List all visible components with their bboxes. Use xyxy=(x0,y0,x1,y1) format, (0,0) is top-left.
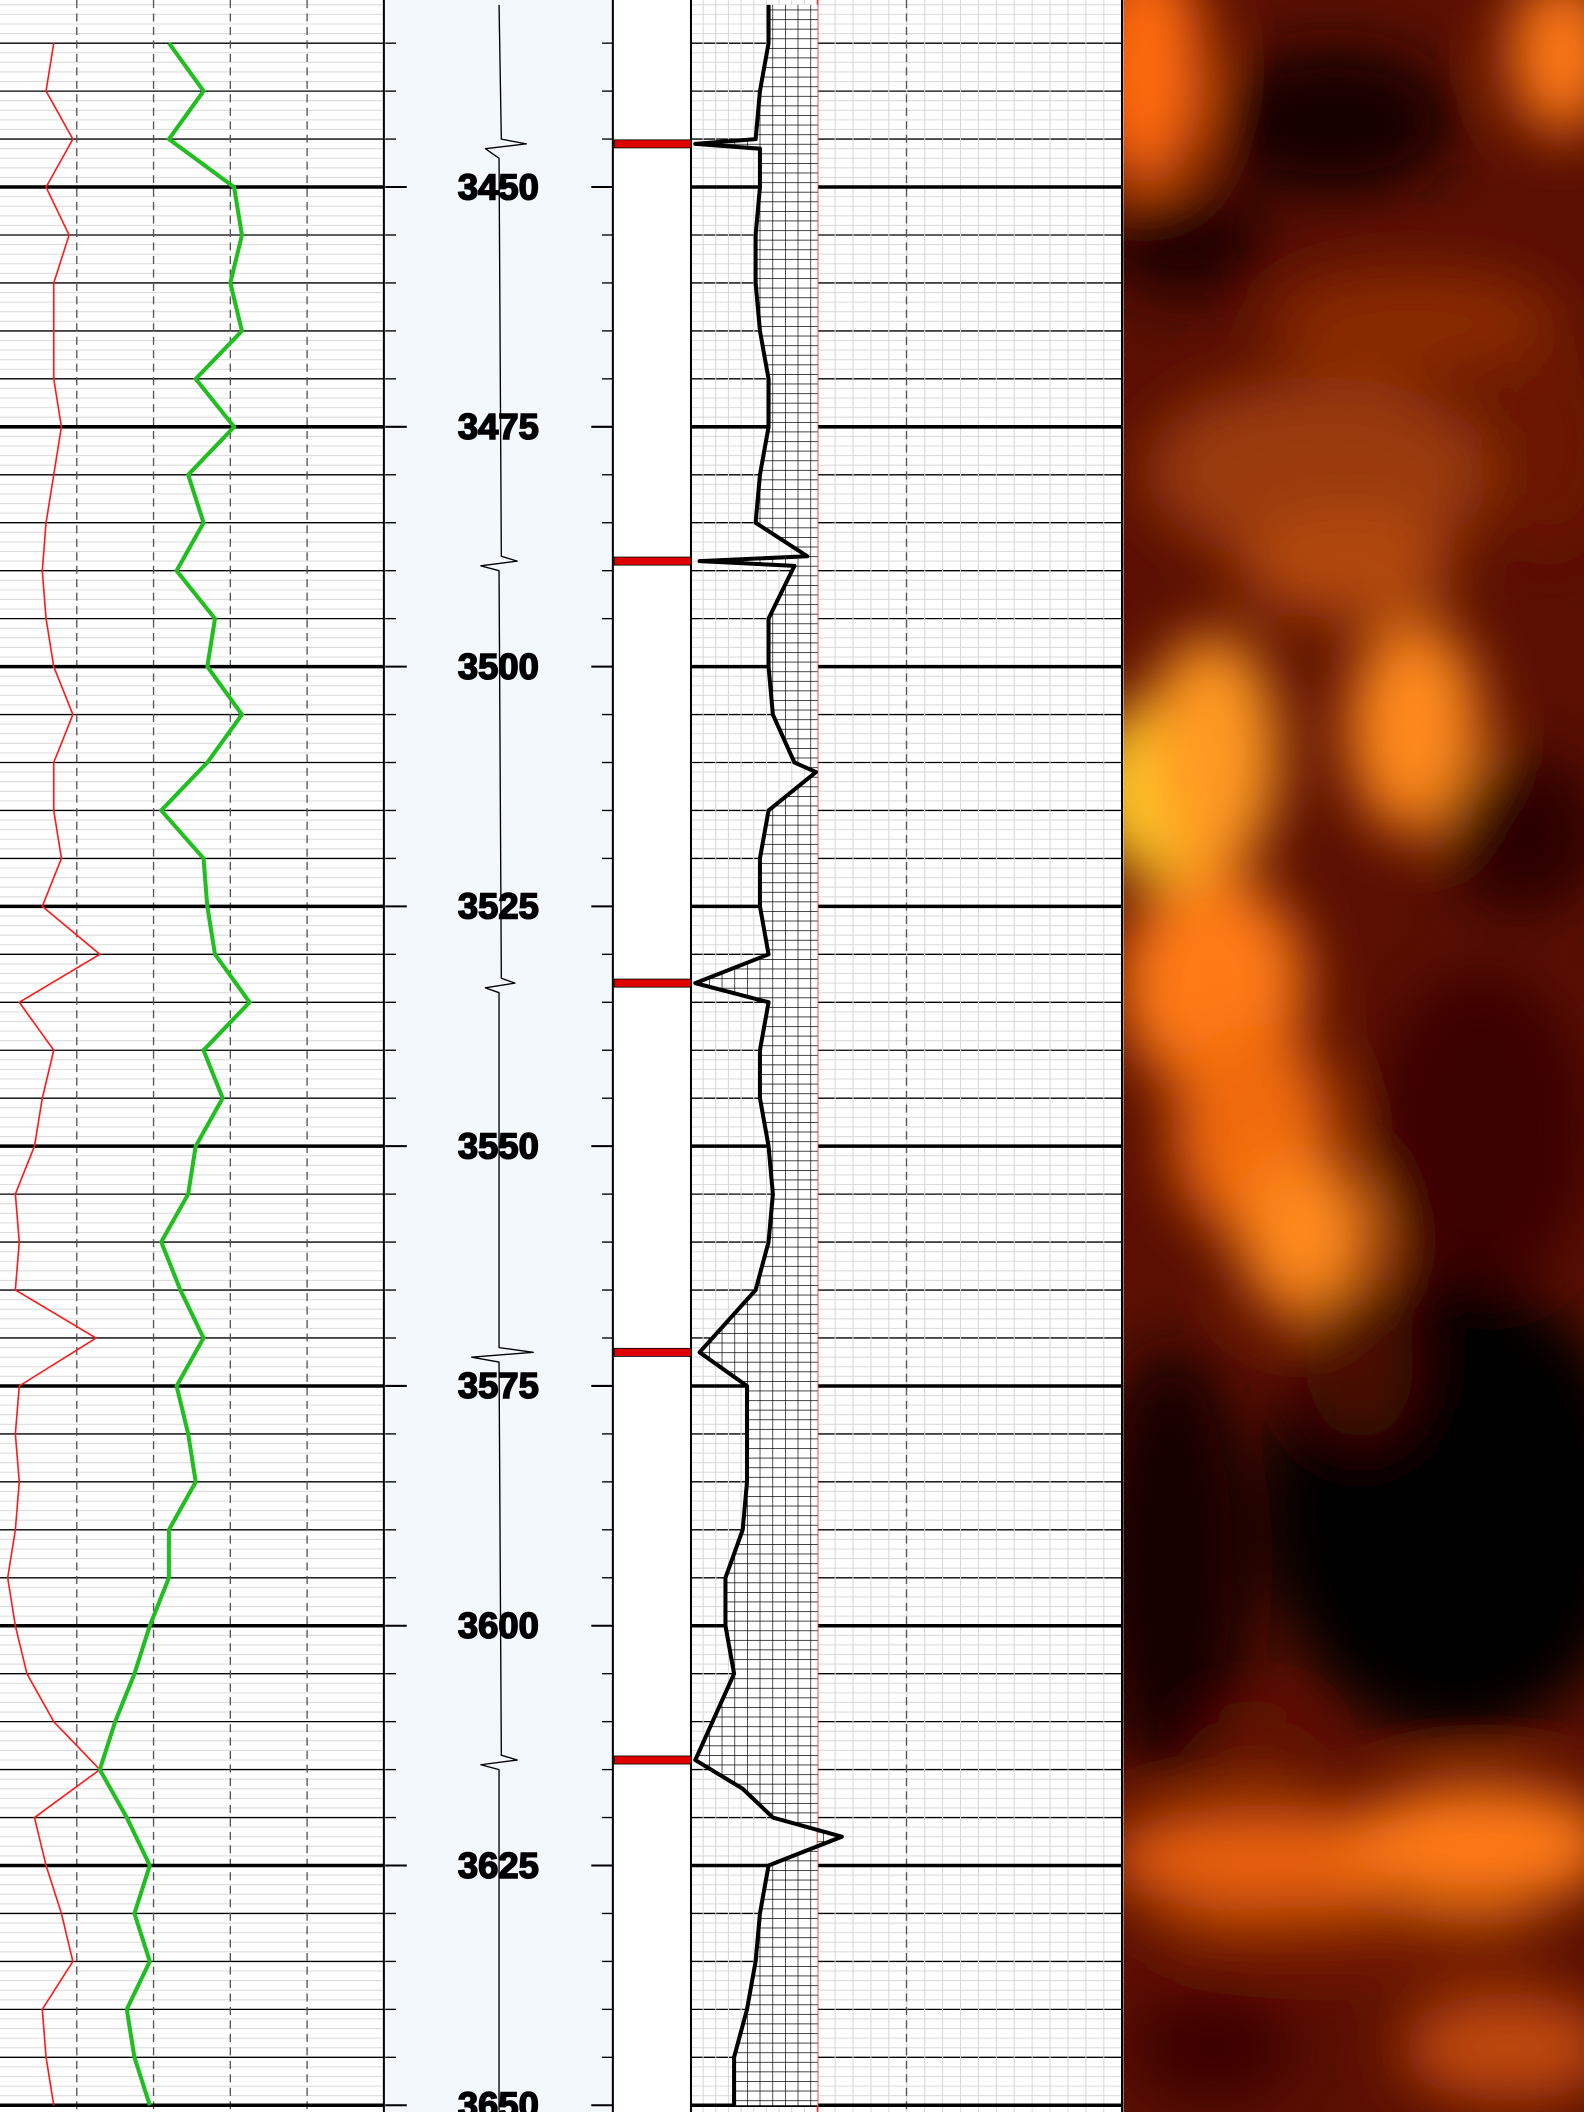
depth-label: 3625 xyxy=(458,1845,539,1886)
depth-label: 3550 xyxy=(458,1125,539,1166)
depth-label: 3650 xyxy=(458,2085,539,2112)
event-marker xyxy=(613,978,692,988)
event-marker xyxy=(613,556,692,566)
depth-label: 3600 xyxy=(458,1605,539,1646)
depth-labels: 3450 3475 3500 3525 3550 3575 3600 3625 3650 xyxy=(457,166,540,2112)
grid xyxy=(0,0,1124,2112)
log-curve xyxy=(6,42,101,2106)
log-curve xyxy=(693,4,844,2106)
area-fill xyxy=(695,4,842,2106)
event-marker xyxy=(613,1755,692,1765)
depth-label: 3575 xyxy=(458,1365,539,1406)
depth-label: 3500 xyxy=(458,646,539,687)
log-curve xyxy=(97,41,252,2106)
depth-label: 3525 xyxy=(458,886,539,927)
curves xyxy=(6,4,844,2111)
event-marker xyxy=(613,1347,692,1357)
image-track xyxy=(1123,0,1584,2112)
depth-label: 3450 xyxy=(458,166,539,207)
event-marker xyxy=(613,139,692,149)
depth-label: 3475 xyxy=(458,406,539,447)
log-curve xyxy=(471,4,534,2111)
